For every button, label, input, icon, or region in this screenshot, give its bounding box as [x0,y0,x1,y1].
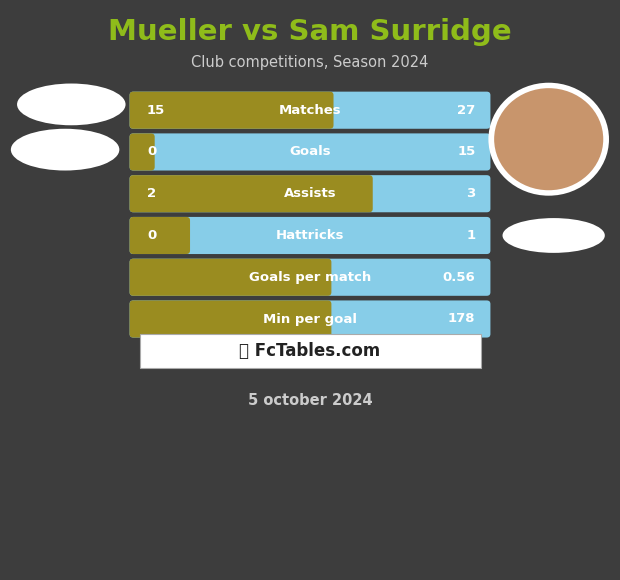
Circle shape [494,88,603,190]
FancyBboxPatch shape [130,175,373,212]
Text: Assists: Assists [284,187,336,200]
FancyBboxPatch shape [130,133,155,171]
Text: 5 october 2024: 5 october 2024 [247,393,373,408]
Text: 27: 27 [458,104,476,117]
Ellipse shape [11,129,119,171]
Text: 178: 178 [448,313,476,325]
FancyBboxPatch shape [130,300,490,338]
Ellipse shape [17,84,125,125]
Text: 0.56: 0.56 [443,271,476,284]
Text: 3: 3 [466,187,476,200]
Text: 15: 15 [147,104,165,117]
FancyBboxPatch shape [130,92,334,129]
Text: Mueller vs Sam Surridge: Mueller vs Sam Surridge [108,18,512,46]
Text: 📊 FcTables.com: 📊 FcTables.com [239,342,381,360]
FancyBboxPatch shape [130,259,490,296]
FancyBboxPatch shape [130,300,332,338]
FancyBboxPatch shape [130,217,490,254]
Text: Min per goal: Min per goal [263,313,357,325]
FancyBboxPatch shape [130,133,490,171]
Text: 1: 1 [466,229,476,242]
Text: 0: 0 [147,229,156,242]
FancyBboxPatch shape [130,92,490,129]
Text: Goals per match: Goals per match [249,271,371,284]
Text: Hattricks: Hattricks [276,229,344,242]
Text: 2: 2 [147,187,156,200]
FancyBboxPatch shape [130,259,332,296]
Text: 0: 0 [147,146,156,158]
Ellipse shape [502,218,604,253]
FancyBboxPatch shape [130,175,490,212]
Text: Club competitions, Season 2024: Club competitions, Season 2024 [192,55,428,70]
FancyBboxPatch shape [140,334,480,368]
Circle shape [490,84,608,194]
FancyBboxPatch shape [130,217,190,254]
Text: Matches: Matches [278,104,342,117]
Text: Goals: Goals [289,146,331,158]
Text: 15: 15 [458,146,476,158]
